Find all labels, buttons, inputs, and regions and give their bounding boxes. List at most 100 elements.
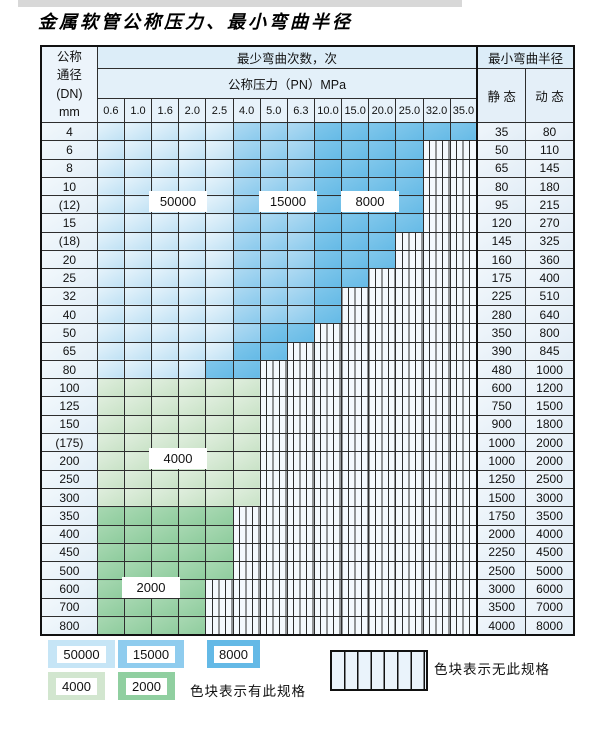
no-spec-cell (422, 396, 451, 416)
spec-cell (151, 158, 180, 178)
no-spec-cell (395, 250, 424, 270)
table-row-dn-40: 40 280 640 (40, 304, 575, 325)
dynamic-radius-cell: 2000 (525, 451, 575, 471)
spec-cell (96, 231, 125, 252)
spec-cell (205, 140, 234, 160)
dn-cell: 400 (40, 524, 98, 544)
no-spec-cell (313, 414, 343, 435)
no-spec-cell (395, 597, 424, 618)
spec-cell (232, 176, 261, 197)
no-spec-cell (395, 231, 424, 252)
no-spec-cell (368, 414, 397, 435)
spec-cell (205, 524, 234, 544)
spec-cell (178, 231, 207, 252)
spec-cell (96, 579, 125, 599)
spec-cell (123, 286, 153, 306)
no-spec-cell (395, 542, 424, 563)
pressure-col-header-1.0: 1.0 (123, 98, 153, 123)
spec-cell (368, 231, 397, 252)
spec-cell (96, 304, 125, 325)
no-spec-cell (313, 597, 343, 618)
spec-cell (96, 597, 125, 618)
legend-swatch-value: 2000 (125, 677, 168, 695)
spec-cell (286, 213, 315, 233)
spec-cell (178, 487, 207, 508)
spec-cell (123, 195, 153, 215)
static-radius-cell: 350 (476, 323, 527, 343)
no-spec-cell (313, 451, 343, 471)
dn-cell: 125 (40, 396, 98, 416)
no-spec-cell (368, 378, 397, 398)
legend-swatch-4000: 4000 (48, 672, 105, 700)
no-spec-cell (368, 579, 397, 599)
no-spec-cell (313, 323, 343, 343)
no-spec-cell (259, 359, 288, 380)
dynamic-radius-cell: 510 (525, 286, 575, 306)
spec-cell (286, 268, 315, 288)
spec-cell (368, 140, 397, 160)
spec-cell (123, 396, 153, 416)
spec-cell (313, 286, 343, 306)
spec-cell (205, 414, 234, 435)
table-row-dn-500: 500 2500 5000 (40, 561, 575, 581)
no-spec-cell (449, 359, 478, 380)
static-radius-cell: 175 (476, 268, 527, 288)
dynamic-radius-cell: 1800 (525, 414, 575, 435)
spec-cell (232, 414, 261, 435)
no-spec-cell (422, 579, 451, 599)
no-spec-cell (395, 451, 424, 471)
pressure-col-header-0.6: 0.6 (96, 98, 125, 123)
spec-cell (96, 469, 125, 489)
spec-cell (259, 341, 288, 361)
no-spec-cell (395, 433, 424, 453)
spec-cell (205, 561, 234, 581)
spec-cell (232, 195, 261, 215)
dn-cell: (175) (40, 433, 98, 453)
legend-swatch-value: 8000 (214, 645, 253, 663)
no-spec-cell (422, 414, 451, 435)
static-col-header: 静 态 (476, 68, 527, 123)
spec-cell (395, 176, 424, 197)
no-spec-cell (205, 616, 234, 636)
dn-cell: 80 (40, 359, 98, 380)
spec-cell (178, 616, 207, 636)
no-spec-cell (286, 378, 315, 398)
spec-cell (232, 250, 261, 270)
spec-cell (123, 304, 153, 325)
spec-cell (178, 433, 207, 453)
dynamic-radius-cell: 7000 (525, 597, 575, 618)
no-spec-cell (449, 542, 478, 563)
spec-cell (205, 487, 234, 508)
static-radius-cell: 600 (476, 378, 527, 398)
no-spec-cell (422, 158, 451, 178)
spec-cell (96, 524, 125, 544)
table-row-dn-(18): (18) 145 325 (40, 231, 575, 252)
dynamic-radius-cell: 400 (525, 268, 575, 288)
dynamic-radius-cell: 3000 (525, 487, 575, 508)
spec-cell (151, 616, 180, 636)
no-spec-cell (395, 469, 424, 489)
no-spec-cell (368, 304, 397, 325)
no-spec-cell (232, 524, 261, 544)
no-spec-cell (368, 451, 397, 471)
pressure-col-header-1.6: 1.6 (151, 98, 180, 123)
overlay-label-2000: 2000 (122, 577, 180, 598)
spec-cell (123, 487, 153, 508)
spec-cell (286, 286, 315, 306)
spec-cell (178, 506, 207, 526)
no-spec-cell (449, 433, 478, 453)
no-spec-cell (259, 487, 288, 508)
no-spec-cell (368, 616, 397, 636)
dn-cell: 250 (40, 469, 98, 489)
spec-cell (151, 396, 180, 416)
no-spec-cell (232, 542, 261, 563)
static-radius-cell: 3500 (476, 597, 527, 618)
no-spec-cell (286, 542, 315, 563)
no-spec-cell (232, 616, 261, 636)
no-spec-cell (422, 323, 451, 343)
dn-cell: 4 (40, 121, 98, 142)
spec-cell (232, 487, 261, 508)
spec-cell (151, 487, 180, 508)
spec-cell (449, 121, 478, 142)
no-spec-cell (286, 506, 315, 526)
